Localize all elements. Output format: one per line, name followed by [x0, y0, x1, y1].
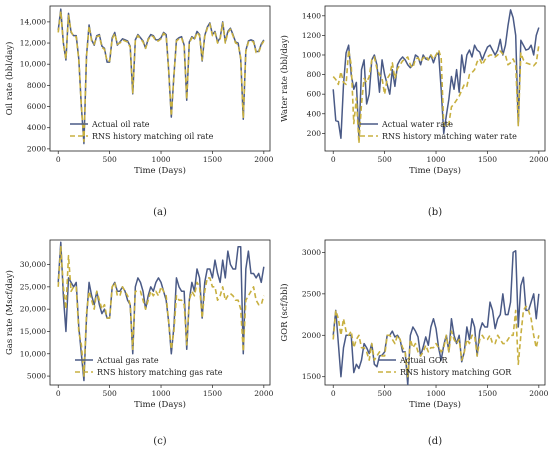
y-tick-label: 8000 [27, 81, 46, 90]
actual-series-line [332, 9, 540, 140]
x-tick-label: 0 [56, 155, 61, 164]
legend-entry: RNS history matching oil rate [92, 132, 214, 141]
x-tick-label: 1000 [151, 155, 170, 164]
y-axis-label: Gas rate (Mscf/day) [4, 270, 15, 355]
x-tick-label: 0 [331, 155, 336, 164]
legend-entry: RNS history matching GOR [400, 368, 512, 377]
y-tick-label: 200 [307, 129, 322, 138]
y-tick-label: 2000 [27, 144, 46, 153]
x-tick-label: 1500 [478, 389, 497, 398]
y-tick-label: 2000 [302, 331, 321, 340]
legend-entry: Actual oil rate [91, 120, 150, 129]
legend: Actual oil rate RNS history matching oil … [70, 120, 214, 141]
y-tick-label: 6000 [27, 102, 46, 111]
y-tick-label: 400 [307, 109, 322, 118]
y-tick-label: 15,000 [20, 327, 46, 336]
subplot-caption: (b) [428, 207, 442, 218]
y-tick-label: 10,000 [20, 60, 46, 69]
x-tick-label: 1500 [203, 155, 222, 164]
legend-entry: Actual water rate [381, 120, 453, 129]
y-axis-label: Water rate (bbl/day) [279, 35, 290, 122]
subplot-caption: (c) [153, 436, 167, 447]
y-tick-label: 600 [307, 90, 322, 99]
y-tick-label: 20,000 [20, 305, 46, 314]
subplot-3: 0 500 1000 1500 2000 1500 2000 2500 3000 Time (Da… [279, 239, 549, 447]
x-axis-label: Time (Days) [409, 399, 461, 410]
plot-frame [324, 5, 546, 152]
subplot-caption: (d) [428, 436, 442, 447]
y-tick-label: 30,000 [20, 260, 46, 269]
x-tick-label: 500 [102, 389, 117, 398]
legend-entry: Actual GOR [399, 356, 448, 365]
plot-frame [49, 5, 271, 152]
y-tick-label: 3000 [302, 248, 321, 257]
rns-series-line [332, 305, 540, 378]
subplot-2: 0 500 1000 1500 2000 5000 10,000 15,000 20,000 25… [4, 239, 274, 447]
x-tick-label: 2000 [529, 389, 548, 398]
x-tick-label: 500 [377, 389, 392, 398]
x-tick-label: 0 [56, 389, 61, 398]
legend-entry: Actual gas rate [96, 356, 159, 365]
subplot-0: 0 500 1000 1500 2000 2000 4000 6000 8000 10,000 12… [4, 5, 274, 218]
actual-series-line [332, 250, 540, 385]
y-tick-label: 2500 [302, 289, 321, 298]
x-tick-label: 500 [377, 155, 392, 164]
y-tick-label: 5000 [27, 372, 46, 381]
plot-frame [324, 239, 546, 386]
y-tick-label: 1500 [302, 372, 321, 381]
y-axis-label: Oil rate (bbl/day) [4, 42, 15, 116]
y-tick-label: 4000 [27, 123, 46, 132]
plot-frame [49, 239, 271, 386]
x-axis-label: Time (Days) [409, 165, 461, 176]
x-axis-label: Time (Days) [134, 399, 186, 410]
legend: Actual gas rate RNS history matching gas … [75, 356, 223, 377]
actual-series-line [57, 241, 265, 382]
y-tick-label: 12,000 [20, 39, 46, 48]
rns-series-line [332, 45, 540, 144]
x-tick-label: 1000 [426, 155, 445, 164]
x-tick-label: 1500 [478, 155, 497, 164]
y-tick-label: 800 [307, 70, 322, 79]
rns-series-line [57, 10, 265, 143]
x-tick-label: 2000 [254, 155, 273, 164]
rns-series-line [57, 245, 265, 377]
y-tick-label: 10,000 [20, 349, 46, 358]
x-tick-label: 1000 [151, 389, 170, 398]
x-tick-label: 0 [331, 389, 336, 398]
subplot-1: 0 500 1000 1500 2000 200 400 600 800 1000 1200 1400… [279, 5, 549, 218]
legend-entry: RNS history matching gas rate [97, 368, 223, 377]
subplot-caption: (a) [153, 207, 167, 218]
legend: Actual water rate RNS history matching wa… [360, 120, 517, 141]
y-tick-label: 1000 [302, 50, 321, 59]
legend-entry: RNS history matching water rate [382, 132, 517, 141]
y-tick-label: 25,000 [20, 282, 46, 291]
x-axis-label: Time (Days) [134, 165, 186, 176]
y-axis-label: GOR (scf/bbl) [279, 283, 290, 341]
y-tick-label: 14,000 [20, 17, 46, 26]
y-tick-label: 1400 [302, 11, 321, 20]
x-tick-label: 500 [102, 155, 117, 164]
x-tick-label: 1000 [426, 389, 445, 398]
x-tick-label: 2000 [529, 155, 548, 164]
x-tick-label: 1500 [203, 389, 222, 398]
legend: Actual GOR RNS history matching GOR [378, 356, 512, 377]
y-tick-label: 1200 [302, 31, 321, 40]
x-tick-label: 2000 [254, 389, 273, 398]
